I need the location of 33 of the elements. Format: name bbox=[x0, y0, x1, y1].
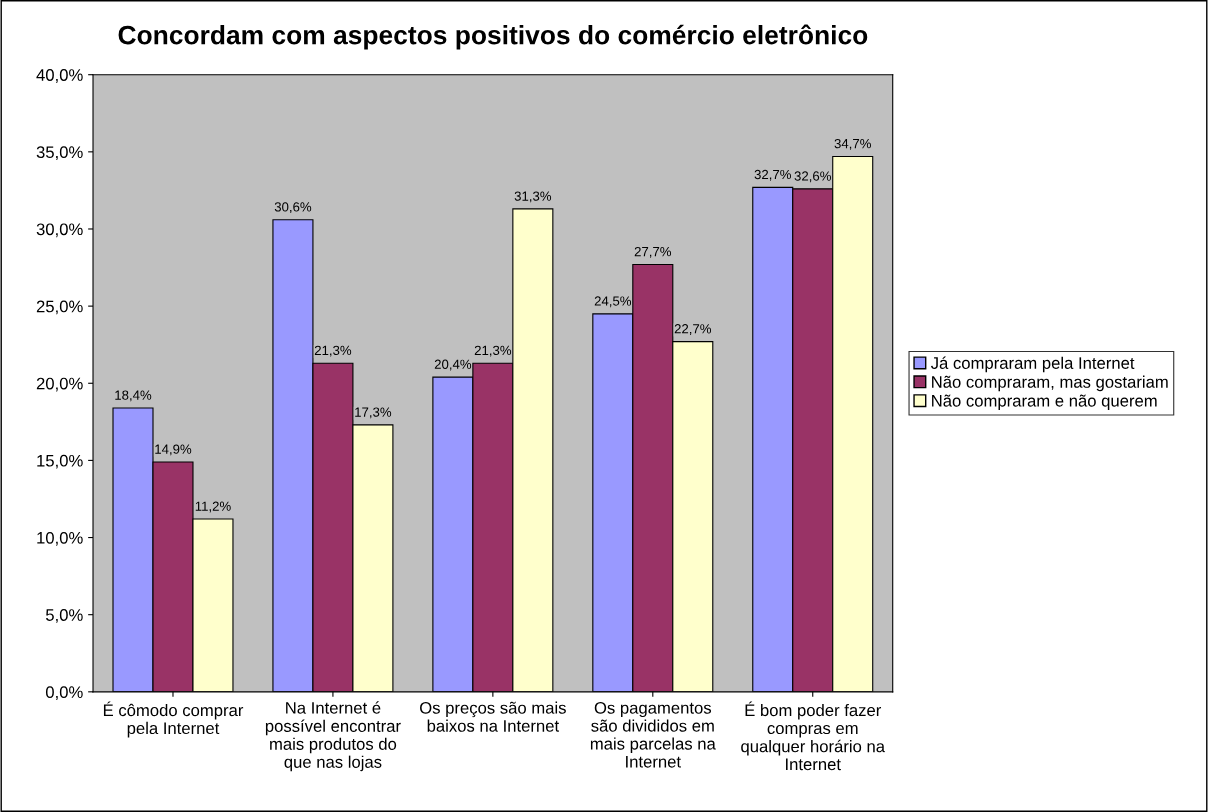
y-tick-label: 0,0% bbox=[45, 686, 83, 700]
data-label: 32,7% bbox=[754, 169, 791, 181]
x-tick-label: É bom poder fazer compras em qualquer horário na Internet bbox=[741, 701, 886, 771]
chart-title: Concordam com aspectos positivos do comércio eletrônico bbox=[118, 24, 868, 50]
x-tick-label: Os pagamentos são divididos em mais parcelas na Internet bbox=[590, 701, 716, 768]
y-tick-label: 20,0% bbox=[36, 377, 83, 392]
data-label: 11,2% bbox=[195, 501, 231, 513]
legend-label: Não compraram e não querem bbox=[932, 394, 1157, 410]
data-label: 21,3% bbox=[314, 345, 352, 357]
legend-label: Já compraram pela Internet bbox=[930, 356, 1135, 373]
legend-label: Não compraram, mas gostariam bbox=[932, 375, 1168, 392]
y-tick-label: 35,0% bbox=[36, 146, 83, 161]
data-label: 20,4% bbox=[434, 359, 472, 371]
data-label: 30,6% bbox=[274, 202, 312, 214]
data-label: 17,3% bbox=[355, 407, 392, 419]
y-tick-label: 5,0% bbox=[45, 609, 83, 623]
data-label: 14,9% bbox=[155, 444, 192, 456]
data-label: 22,7% bbox=[674, 324, 712, 335]
y-tick-label: 10,0% bbox=[37, 531, 83, 546]
x-tick-label: É cômodo comprar pela Internet bbox=[103, 701, 244, 738]
y-tick-label: 30,0% bbox=[36, 223, 83, 238]
x-tick-label: Na Internet é possível encontrar mais produtos do que nas lojas bbox=[265, 701, 401, 772]
data-label: 34,7% bbox=[834, 138, 871, 150]
y-tick-label: 40,0% bbox=[36, 69, 83, 83]
y-tick-label: 15,0% bbox=[37, 454, 83, 469]
x-tick-label: Os preços são mais baixos na Internet bbox=[420, 701, 566, 732]
data-label: 24,5% bbox=[594, 296, 632, 308]
data-label: 18,4% bbox=[115, 390, 152, 402]
data-label: 27,7% bbox=[634, 246, 672, 258]
data-label: 21,3% bbox=[474, 345, 512, 357]
y-tick-label: 25,0% bbox=[36, 300, 83, 315]
data-label: 32,6% bbox=[794, 171, 831, 183]
data-label: 31,3% bbox=[514, 191, 552, 203]
